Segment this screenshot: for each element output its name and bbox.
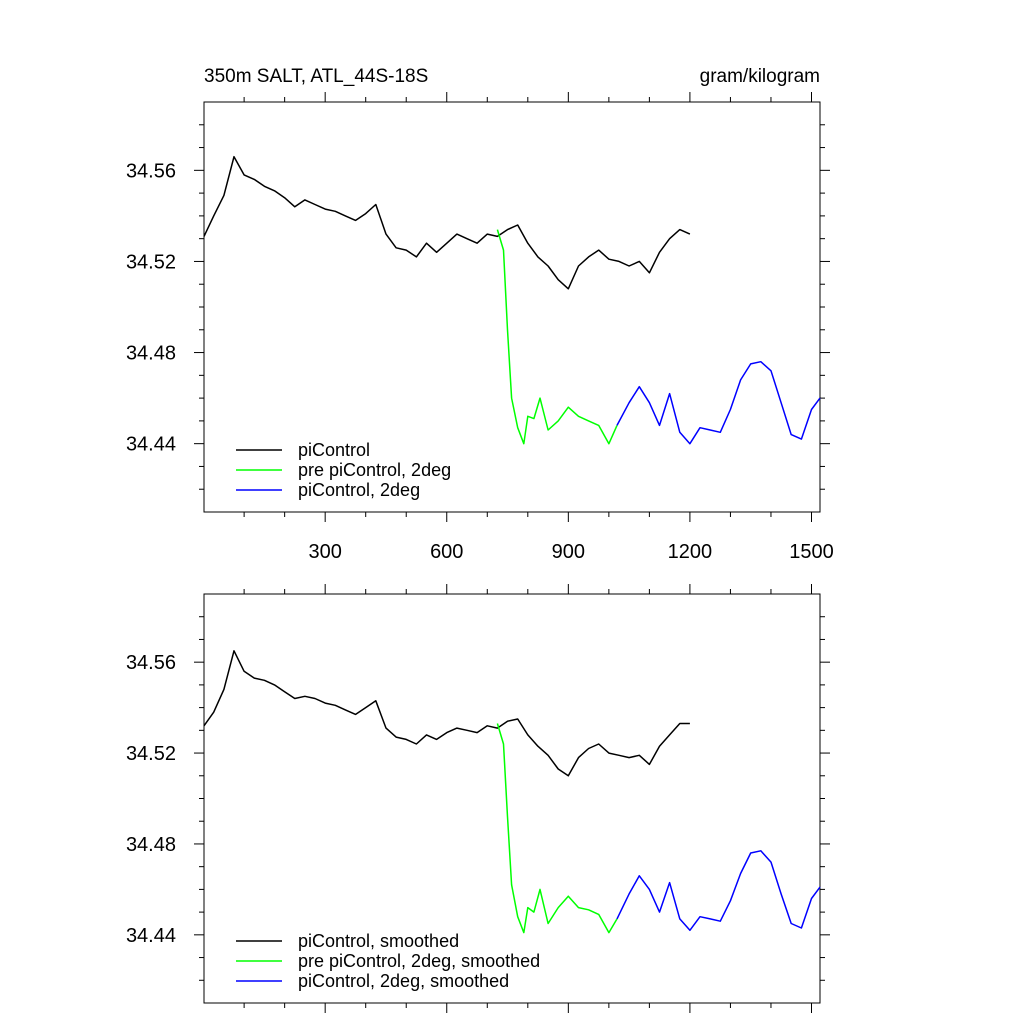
- y-tick-label: 34.48: [126, 834, 176, 856]
- x-tick-label: 600: [430, 541, 463, 563]
- x-tick-label: 1200: [668, 541, 713, 563]
- y-tick-label: 34.52: [126, 251, 176, 273]
- chart-units: gram/kilogram: [700, 66, 820, 87]
- x-tick-label: 300: [308, 541, 341, 563]
- x-tick-label: 1500: [789, 541, 834, 563]
- y-tick-label: 34.48: [126, 343, 176, 365]
- y-tick-label: 34.56: [126, 160, 176, 182]
- series-line-3: [616, 360, 821, 445]
- series-line-3: [616, 850, 821, 932]
- plot-frame: [203, 593, 821, 1004]
- legend-label: piControl, smoothed: [298, 931, 459, 951]
- chart-panel-1: 300 600 900 1200 1500 34.44 34.48 34.52 34.56 piC…: [126, 92, 834, 563]
- series-line-1: [203, 650, 690, 777]
- legend-label: piControl, 2deg: [298, 480, 420, 500]
- y-tick-label: 34.52: [126, 743, 176, 765]
- series-line-1: [203, 155, 691, 290]
- legend-label: piControl: [298, 440, 370, 460]
- chart-title: 350m SALT, ATL_44S-18S: [204, 66, 428, 87]
- legend-label: pre piControl, 2deg: [298, 460, 451, 480]
- x-tick-label: 900: [552, 541, 585, 563]
- legend-label: piControl, 2deg, smoothed: [298, 971, 509, 991]
- y-tick-label: 34.56: [126, 652, 176, 674]
- y-tick-label: 34.44: [126, 434, 176, 456]
- plot-frame: [203, 101, 821, 513]
- series-line-2: [496, 229, 618, 445]
- series-line-2: [496, 723, 618, 934]
- legend-label: pre piControl, 2deg, smoothed: [298, 951, 540, 971]
- y-tick-label: 34.44: [126, 925, 176, 947]
